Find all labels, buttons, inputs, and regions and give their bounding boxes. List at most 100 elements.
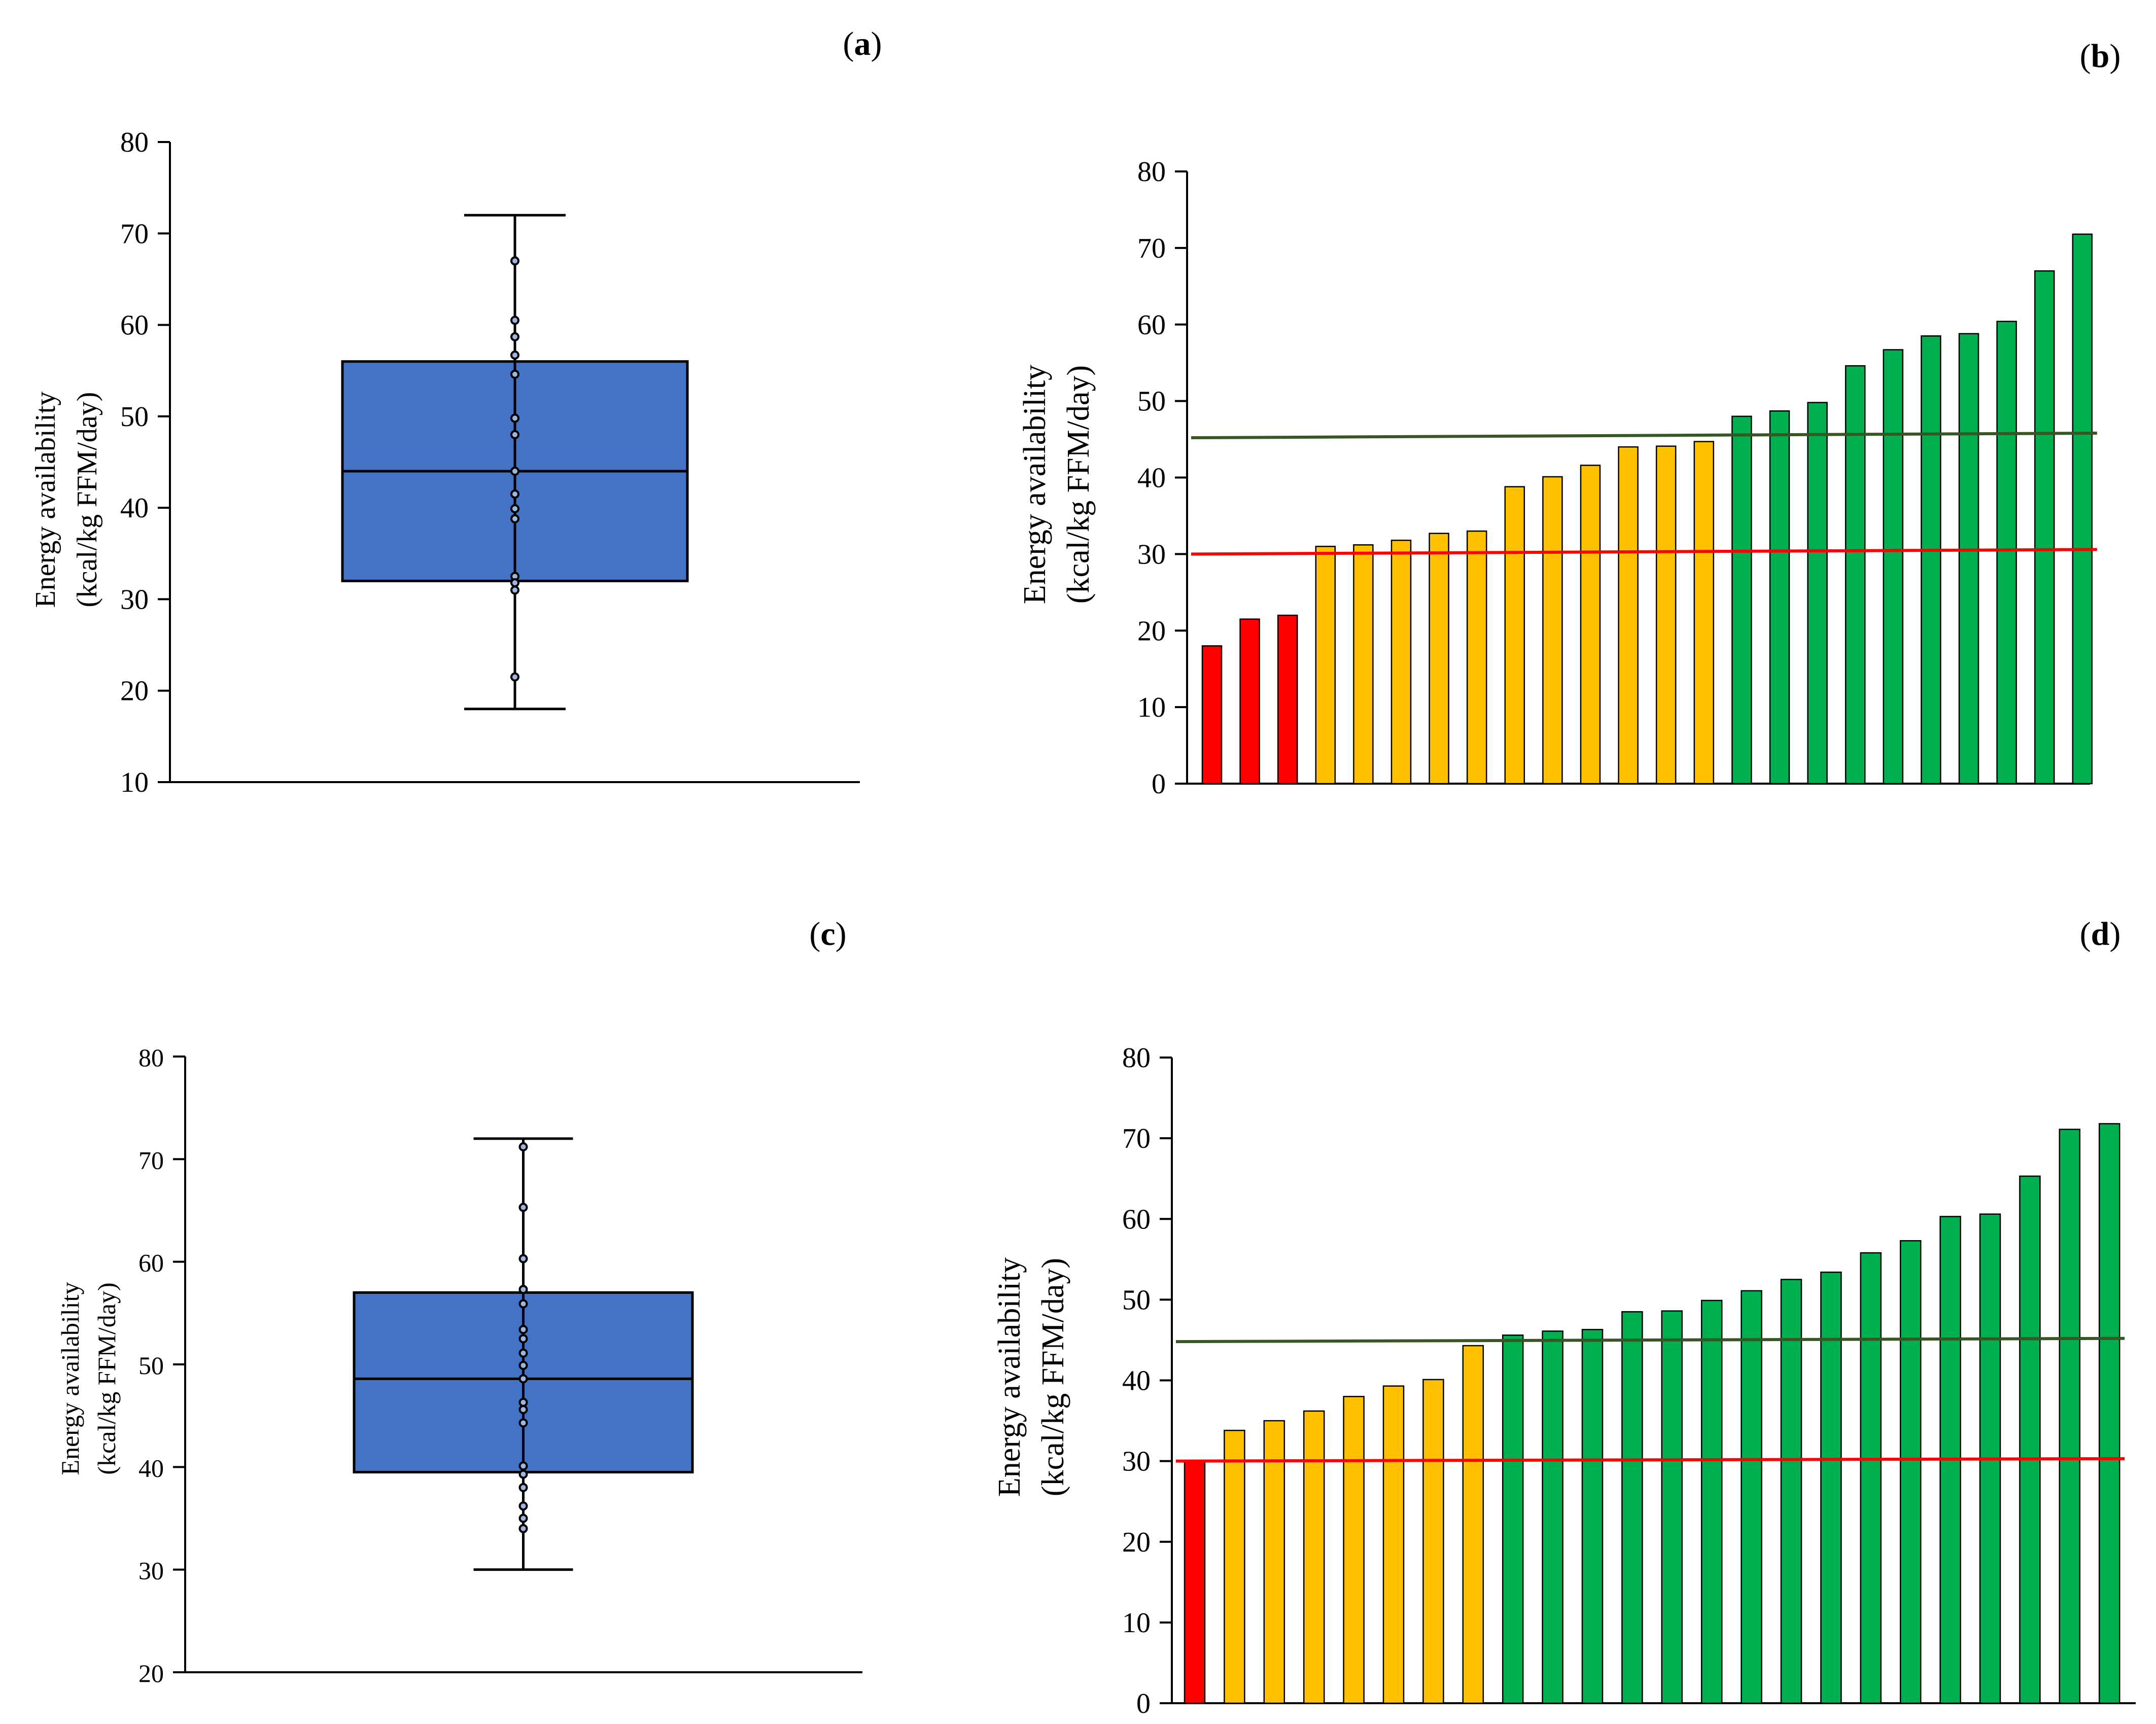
panel-c-data-point (518, 1405, 528, 1415)
panel-b-bar (1390, 539, 1412, 785)
panel-c-y-ticks: 20 30 40 50 60 70 80 (138, 1043, 185, 1687)
panel-c-data-point (518, 1325, 528, 1334)
panel-c-y-axis-title: Energy availability (kcal/kg FFM/day) (56, 1282, 121, 1475)
panel-b-y-tick-label: 30 (1137, 539, 1166, 570)
panel-a-data-point (510, 489, 519, 499)
panel-a-data-point (510, 585, 519, 595)
panel-d-bar-chart: (d) Energy availability (kcal/kg FFM/day… (992, 916, 2136, 1719)
panel-a-y-tick-label: 60 (120, 310, 149, 341)
panel-d-bar (1462, 1345, 1484, 1704)
panel-b-y-tick-label: 50 (1137, 386, 1166, 417)
panel-b-y-ticks: 0 10 20 30 40 50 60 70 80 (1137, 156, 1187, 800)
panel-b-reference-line-threshold-45 (1191, 431, 2097, 440)
panel-b-bar (1921, 335, 1941, 785)
panel-a-data-point (510, 430, 519, 439)
panel-d-bar (1899, 1240, 1922, 1704)
panel-d-y-axis-title-line2: (kcal/kg FFM/day) (1036, 1258, 1070, 1496)
panel-d-bar (1741, 1290, 1762, 1704)
panel-d-bar (1502, 1334, 1524, 1704)
panel-d-label: (d) (2080, 916, 2121, 953)
panel-a-data-point (510, 504, 519, 513)
panel-a-data-point (510, 672, 519, 682)
panel-d-reference-line-threshold-45 (1175, 1336, 2125, 1344)
panel-a-y-tick-label: 70 (120, 218, 149, 250)
panel-d-y-axis-title-line1: Energy availability (992, 1257, 1027, 1497)
panel-d-y-tick-label: 0 (1136, 1688, 1151, 1719)
panel-d-plot-area (1171, 1058, 2136, 1704)
panel-d-y-tick-label: 80 (1122, 1042, 1151, 1074)
panel-b-bar (1277, 614, 1298, 785)
panel-c-y-tick-label: 30 (138, 1557, 164, 1585)
panel-d-bar (1780, 1279, 1802, 1704)
panel-b-bar (1504, 486, 1525, 785)
panel-c-data-point (518, 1397, 528, 1407)
panel-b-y-axis-title: Energy availability (kcal/kg FFM/day) (1018, 365, 1096, 604)
panel-d-y-tick-label: 70 (1122, 1123, 1151, 1154)
panel-c-data-point (518, 1514, 528, 1523)
panel-d-bar (1581, 1329, 1604, 1704)
panel-c-y-tick-label: 80 (138, 1043, 164, 1072)
panel-b-y-tick-label: 70 (1137, 233, 1166, 264)
panel-c-data-point (518, 1285, 528, 1294)
panel-b-y-tick-label: 40 (1137, 463, 1166, 494)
panel-c-label: (c) (809, 916, 846, 953)
panel-d-y-tick-label: 20 (1122, 1527, 1151, 1558)
panel-b-bar (1429, 533, 1449, 785)
panel-b-y-tick-label: 60 (1137, 309, 1166, 341)
panel-d-bar (1224, 1429, 1245, 1704)
panel-c-data-point (518, 1203, 528, 1212)
panel-b-bar (1201, 645, 1223, 785)
panel-c-data-point (518, 1348, 528, 1358)
panel-b-bar (1466, 530, 1487, 785)
panel-c-data-point (518, 1501, 528, 1511)
panel-a-y-axis-title: Energy availability (kcal/kg FFM/day) (30, 392, 103, 608)
panel-c-data-point (518, 1299, 528, 1309)
panel-a-y-ticks: 10 20 30 40 50 60 70 80 (120, 127, 170, 798)
panel-a-data-point (510, 369, 519, 379)
panel-c-y-tick-label: 60 (138, 1249, 164, 1277)
panel-c-y-axis-title-line2: (kcal/kg FFM/day) (92, 1282, 121, 1474)
panel-d-y-tick-label: 10 (1122, 1607, 1151, 1639)
panel-c-data-point (518, 1469, 528, 1479)
panel-d-y-ticks: 0 10 20 30 40 50 60 70 80 (1122, 1042, 1172, 1719)
panel-d-bar (1820, 1272, 1842, 1704)
panel-b-bar (1655, 445, 1677, 785)
panel-b-y-tick-label: 20 (1137, 615, 1166, 647)
panel-b-bar (1618, 446, 1639, 785)
panel-a-y-tick-label: 80 (120, 127, 149, 158)
panel-d-bar (1343, 1396, 1365, 1704)
panel-b-bar (1845, 365, 1866, 785)
panel-a-data-point (510, 256, 519, 266)
panel-c-y-tick-label: 20 (138, 1659, 164, 1687)
panel-b-y-axis-title-line1: Energy availability (1018, 365, 1052, 604)
panel-a-label: (a) (843, 25, 882, 62)
panel-c-data-point (518, 1374, 528, 1384)
panel-c-y-tick-label: 40 (138, 1454, 164, 1482)
panel-a-y-tick-label: 10 (120, 767, 149, 798)
panel-d-y-tick-label: 50 (1122, 1284, 1151, 1316)
panel-b-bar (1353, 544, 1374, 785)
panel-b-label: (b) (2080, 38, 2121, 75)
panel-d-reference-line-threshold-30 (1175, 1457, 2125, 1463)
panel-b-bar (1807, 402, 1828, 785)
panel-c-y-tick-label: 50 (138, 1351, 164, 1380)
panel-a-y-tick-label: 40 (120, 492, 149, 524)
panel-c-data-point (518, 1361, 528, 1370)
panel-d-bar (1700, 1299, 1723, 1704)
panel-b-bar (1731, 415, 1752, 785)
panel-a-y-tick-label: 30 (120, 584, 149, 615)
panel-c-plot-area (184, 1057, 862, 1673)
panel-a-y-axis-title-line1: Energy availability (30, 392, 61, 608)
panel-b-bar (1769, 410, 1790, 785)
panel-b-bar (1315, 546, 1336, 785)
panel-b-y-tick-label: 10 (1137, 692, 1166, 723)
panel-d-bar (2019, 1175, 2041, 1704)
panel-d-y-tick-label: 40 (1122, 1365, 1151, 1397)
panel-d-y-axis-title: Energy availability (kcal/kg FFM/day) (992, 1257, 1070, 1497)
panel-b-y-axis-title-line2: (kcal/kg FFM/day) (1061, 365, 1096, 604)
panel-d-bar (1263, 1420, 1285, 1704)
panel-a-y-tick-label: 50 (120, 401, 149, 433)
panel-d-y-tick-label: 30 (1122, 1446, 1151, 1477)
panel-a-data-point (510, 514, 519, 523)
